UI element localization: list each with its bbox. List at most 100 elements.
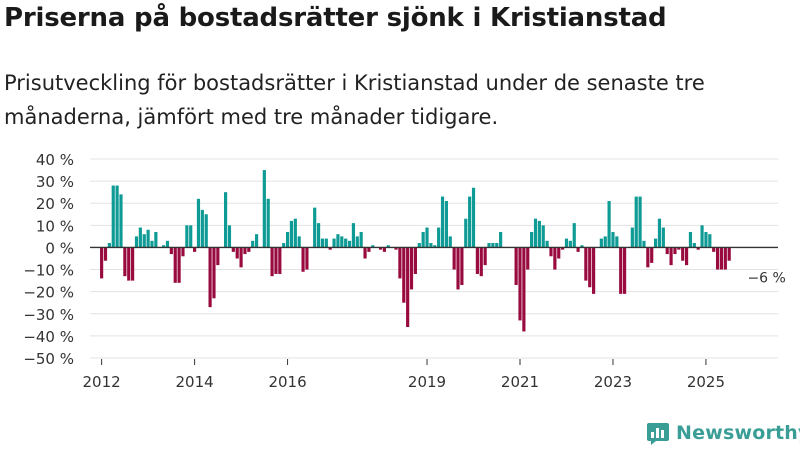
data-bar bbox=[665, 247, 669, 255]
y-tick-label: −10 % bbox=[23, 262, 74, 280]
x-tick-label: 2016 bbox=[268, 373, 306, 391]
data-bar bbox=[270, 247, 274, 277]
data-bar bbox=[189, 225, 193, 248]
data-bar bbox=[282, 243, 286, 248]
data-bar bbox=[522, 247, 526, 332]
data-bar bbox=[588, 247, 592, 288]
data-bar bbox=[499, 231, 503, 248]
data-bar bbox=[495, 243, 499, 248]
data-bar bbox=[413, 247, 417, 274]
data-bar bbox=[471, 187, 476, 248]
y-tick-label: 20 % bbox=[36, 195, 74, 213]
data-bar bbox=[278, 247, 282, 274]
data-bar bbox=[266, 198, 270, 248]
data-bar bbox=[460, 247, 464, 286]
data-bar bbox=[107, 243, 111, 248]
data-bar bbox=[402, 247, 406, 303]
data-bar bbox=[673, 247, 677, 255]
data-bar bbox=[262, 170, 266, 248]
data-bar bbox=[491, 243, 495, 248]
data-bar bbox=[200, 209, 204, 248]
data-bar bbox=[305, 247, 309, 270]
data-bar bbox=[564, 238, 569, 248]
y-tick-label: −30 % bbox=[23, 306, 74, 324]
data-bar bbox=[336, 234, 340, 248]
data-bar bbox=[487, 243, 491, 248]
data-bar bbox=[274, 247, 278, 274]
data-bar bbox=[142, 234, 146, 248]
data-bar bbox=[243, 247, 247, 255]
data-bar bbox=[684, 247, 689, 266]
data-bar bbox=[224, 192, 228, 248]
data-bar bbox=[371, 245, 375, 248]
data-bar bbox=[646, 247, 650, 268]
data-bar bbox=[313, 207, 317, 248]
data-bar bbox=[119, 194, 123, 248]
data-bar bbox=[456, 247, 460, 290]
data-bar bbox=[723, 247, 727, 270]
data-bar bbox=[518, 247, 522, 321]
data-bar bbox=[324, 238, 328, 248]
data-bar bbox=[530, 231, 534, 248]
data-bar bbox=[537, 220, 541, 248]
data-bar bbox=[533, 218, 538, 248]
newsworthy-logo: Newsworthy bbox=[646, 420, 800, 446]
data-bar bbox=[193, 247, 197, 252]
data-bar bbox=[425, 227, 429, 248]
data-bar bbox=[285, 231, 290, 248]
newsworthy-logo-icon bbox=[646, 421, 670, 445]
data-bar bbox=[704, 231, 708, 248]
data-bar bbox=[239, 247, 243, 268]
x-tick-label: 2012 bbox=[83, 373, 121, 391]
data-bar bbox=[607, 201, 611, 248]
data-bar bbox=[642, 240, 646, 248]
data-bar bbox=[557, 247, 561, 259]
data-bar bbox=[580, 245, 584, 248]
data-bar bbox=[359, 231, 363, 248]
data-bar bbox=[719, 247, 724, 270]
data-bar bbox=[712, 247, 716, 252]
data-bar bbox=[355, 236, 359, 248]
x-tick-label: 2014 bbox=[176, 373, 214, 391]
data-bar bbox=[154, 231, 158, 248]
data-bar bbox=[340, 236, 344, 248]
data-bar bbox=[363, 247, 367, 259]
x-tick-label: 2023 bbox=[594, 373, 632, 391]
data-bar bbox=[196, 198, 201, 248]
data-bar bbox=[700, 225, 704, 248]
data-bar bbox=[289, 220, 294, 248]
data-bar bbox=[696, 247, 700, 250]
data-bar bbox=[727, 247, 731, 261]
x-tick-label: 2019 bbox=[408, 373, 446, 391]
y-tick-label: 40 % bbox=[36, 151, 74, 169]
data-bar bbox=[448, 236, 452, 248]
y-tick-label: −20 % bbox=[23, 284, 74, 302]
data-bar bbox=[208, 247, 212, 308]
data-bar bbox=[235, 247, 239, 259]
data-bar bbox=[185, 225, 189, 248]
data-bar bbox=[378, 247, 383, 250]
data-bar bbox=[514, 247, 518, 286]
data-bar bbox=[634, 196, 638, 248]
data-bar bbox=[111, 185, 115, 248]
data-bar bbox=[619, 247, 623, 294]
data-bar bbox=[150, 240, 154, 248]
y-tick-label: 0 % bbox=[45, 239, 74, 257]
data-bar bbox=[561, 247, 565, 250]
data-bar bbox=[475, 247, 479, 274]
data-bar bbox=[344, 238, 348, 248]
data-bar bbox=[545, 240, 549, 248]
y-tick-label: −50 % bbox=[23, 350, 74, 368]
data-bar bbox=[599, 238, 603, 248]
last-value-annotation: −6 % bbox=[747, 271, 785, 287]
data-bar bbox=[204, 214, 208, 248]
data-bar bbox=[254, 234, 259, 248]
data-bar bbox=[212, 247, 216, 299]
y-tick-label: −40 % bbox=[23, 328, 74, 346]
chart-title: Priserna på bostadsrätter sjönk i Kristi… bbox=[4, 3, 667, 33]
data-bar bbox=[437, 227, 441, 248]
data-bar bbox=[181, 247, 185, 257]
data-bar bbox=[293, 218, 297, 248]
data-bar bbox=[297, 236, 301, 248]
data-bar bbox=[568, 240, 572, 248]
